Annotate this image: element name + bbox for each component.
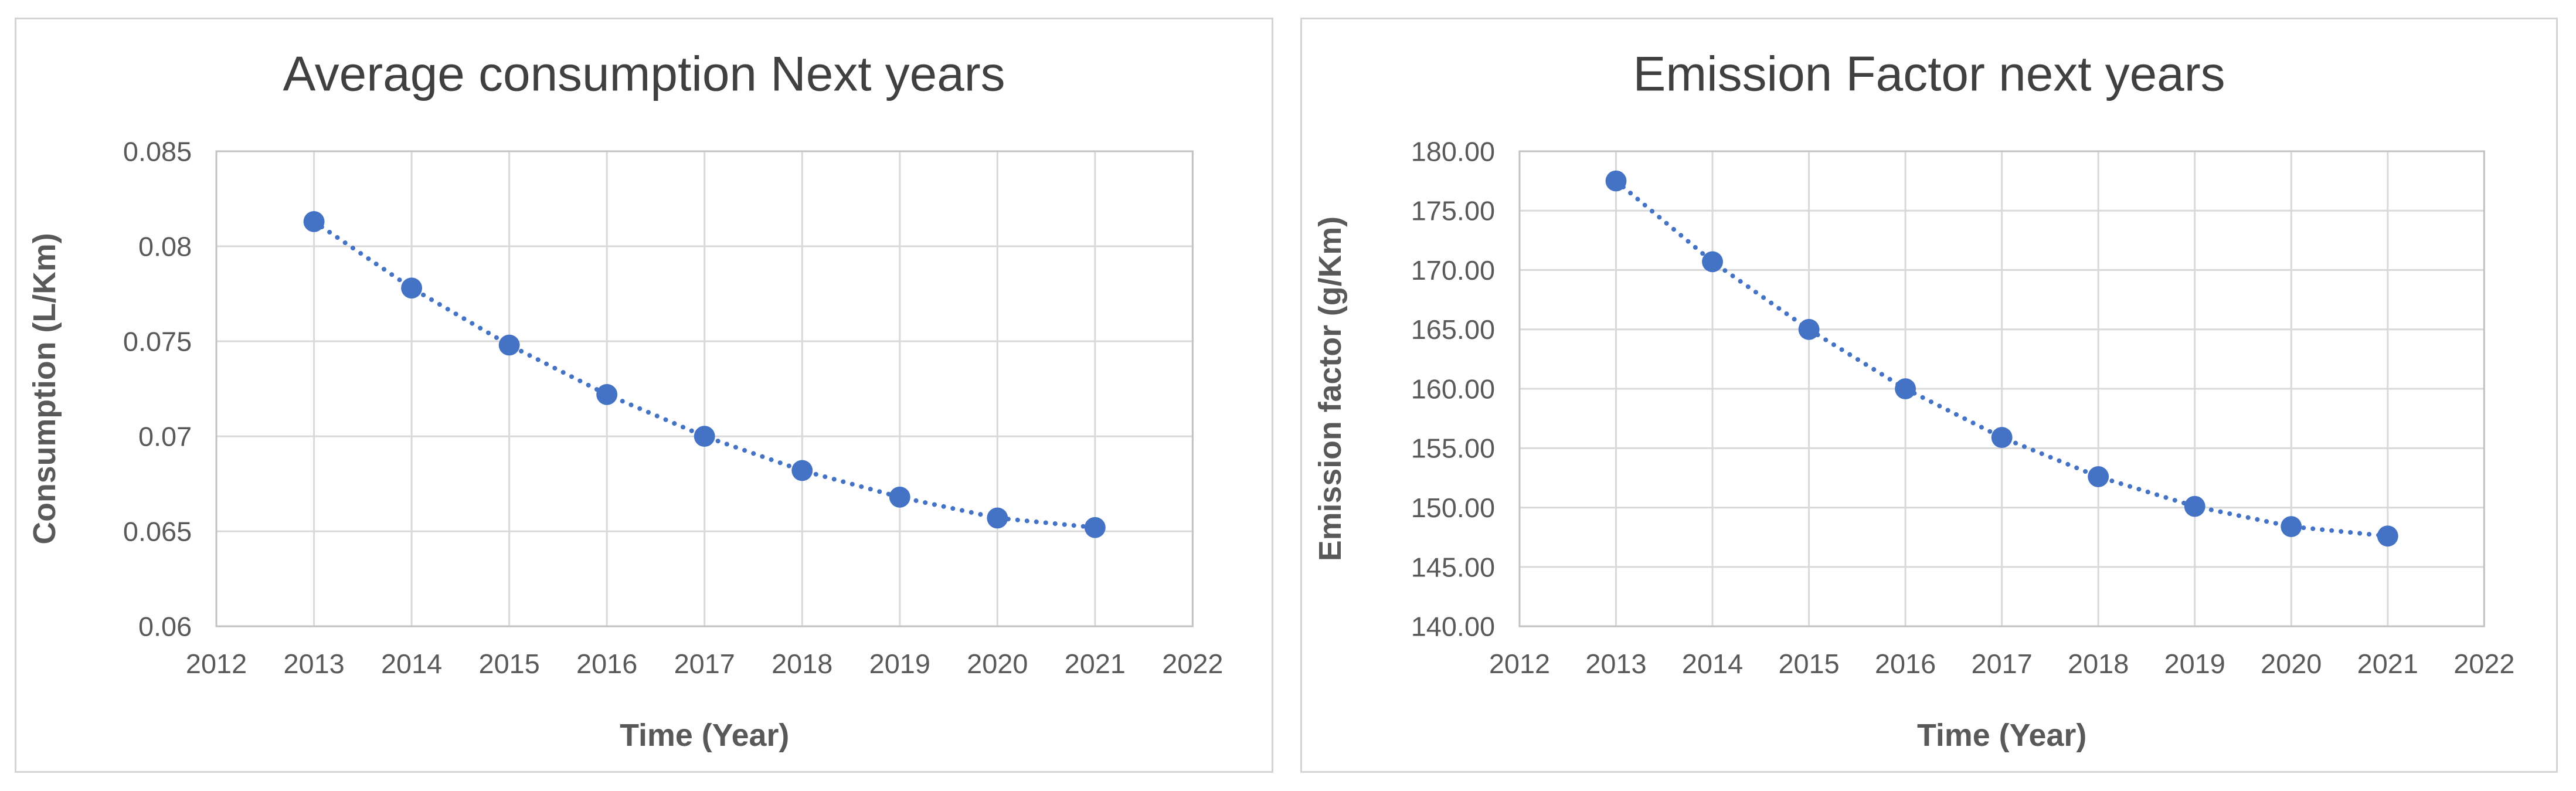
y-tick-label: 170.00 [1411,255,1495,286]
x-tick-label: 2015 [479,649,540,679]
y-tick-label: 155.00 [1411,433,1495,464]
y-axis-title: Consumption (L/Km) [27,233,62,544]
x-tick-label: 2017 [1972,649,2033,679]
data-point-marker [987,507,1008,529]
data-point-marker [1991,427,2013,448]
x-tick-label: 2019 [869,649,930,679]
data-point-marker [1084,517,1106,538]
x-tick-label: 2016 [576,649,637,679]
y-axis-title: Emission factor (g/Km) [1313,216,1348,561]
data-point-marker [1798,318,1820,340]
x-tick-label: 2013 [283,649,344,679]
chart-title: Emission Factor next years [1633,46,2225,101]
data-point-marker [2088,466,2109,487]
y-tick-label: 0.06 [138,612,192,642]
data-point-marker [2184,495,2205,517]
data-point-marker [303,211,325,232]
data-point-marker [2281,516,2302,537]
data-point-marker [889,486,910,508]
x-tick-label: 2020 [967,649,1028,679]
x-tick-label: 2018 [772,649,832,679]
y-tick-label: 0.085 [123,136,192,167]
data-point-marker [1605,170,1627,192]
y-tick-label: 145.00 [1411,552,1495,582]
x-tick-label: 2012 [1489,649,1550,679]
x-axis-title: Time (Year) [620,718,789,753]
y-tick-label: 0.065 [123,517,192,547]
x-tick-label: 2017 [674,649,735,679]
y-tick-label: 0.07 [138,421,192,451]
data-point-marker [694,426,715,447]
data-point-marker [791,460,813,481]
y-tick-label: 175.00 [1411,196,1495,226]
x-tick-label: 2016 [1875,649,1936,679]
y-tick-label: 165.00 [1411,314,1495,345]
y-tick-label: 0.075 [123,326,192,357]
x-tick-label: 2022 [1162,649,1223,679]
data-point-marker [498,334,520,356]
chart-title: Average consumption Next years [283,46,1005,101]
x-tick-label: 2021 [1065,649,1126,679]
data-point-marker [596,383,618,405]
y-tick-label: 160.00 [1411,374,1495,404]
y-tick-label: 180.00 [1411,136,1495,167]
trend-dotted-line [1613,178,2390,539]
chart-svg: 0.06 0.065 0.07 0.075 0.08 0.085 2012 2013 2014 2… [27,46,1224,753]
data-point-marker [1702,251,1723,273]
chart-panel-emission-factor: 140.00 145.00 150.00 155.00 160.00 165.00 170.… [1300,18,2558,773]
x-tick-label: 2019 [2164,649,2225,679]
x-tick-label: 2018 [2068,649,2129,679]
x-tick-label: 2013 [1585,649,1646,679]
plot-area-border [1518,150,2485,627]
x-tick-label: 2012 [186,649,247,679]
x-tick-label: 2022 [2453,649,2514,679]
plot-area-border [215,150,1194,627]
y-tick-label: 150.00 [1411,493,1495,523]
x-tick-label: 2015 [1778,649,1839,679]
chart-panel-average-consumption: 0.06 0.065 0.07 0.075 0.08 0.085 2012 2013 2014 2… [15,18,1273,773]
data-point-marker [2377,525,2398,547]
y-tick-label: 140.00 [1411,612,1495,642]
x-tick-label: 2021 [2357,649,2418,679]
chart-svg: 140.00 145.00 150.00 155.00 160.00 165.00 170.… [1313,46,2515,753]
y-tick-label: 0.08 [138,231,192,262]
x-tick-label: 2020 [2261,649,2322,679]
x-tick-label: 2014 [381,649,442,679]
x-axis-title: Time (Year) [1917,718,2086,753]
x-tick-label: 2014 [1682,649,1743,679]
data-point-marker [401,277,423,299]
data-point-marker [1895,378,1916,399]
